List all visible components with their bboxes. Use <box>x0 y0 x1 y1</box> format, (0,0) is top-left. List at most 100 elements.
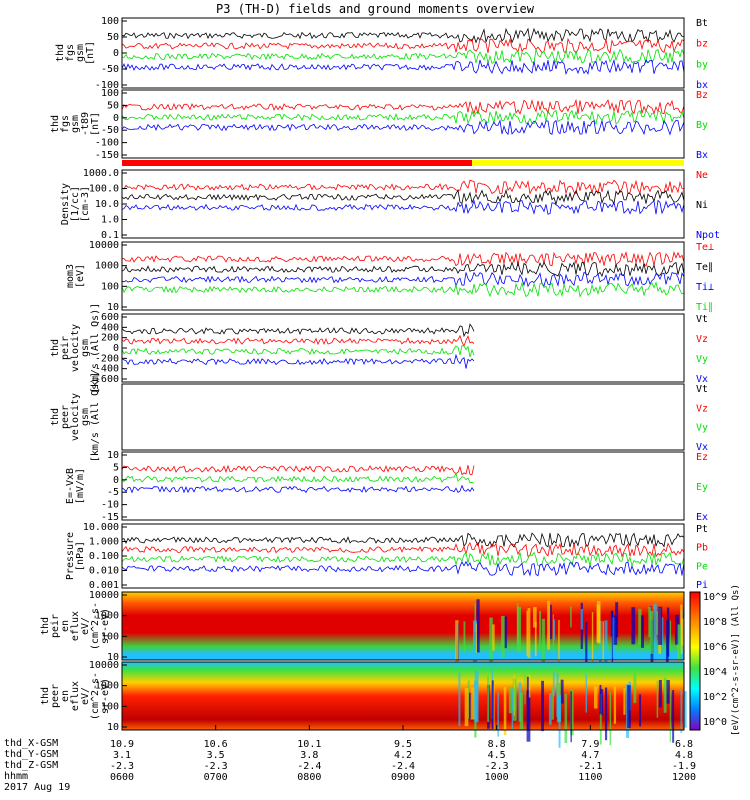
spec-stripe <box>511 688 513 730</box>
footer-row-time: hhmm <box>4 771 29 782</box>
xtick-label-2: -2.3 <box>110 761 134 772</box>
xtick-label-0: 10.6 <box>204 739 228 750</box>
ylabel-line: sr-eV) <box>100 678 111 714</box>
spec-stripe <box>663 677 667 713</box>
ytick-label: -15 <box>101 512 119 523</box>
trace-Pt <box>121 532 685 549</box>
ytick-label: 0 <box>113 48 119 59</box>
spec-stripe <box>656 611 659 635</box>
spec-stripe <box>475 623 477 654</box>
spec-stripe <box>552 671 555 697</box>
ylabel-line: eflux <box>70 681 81 711</box>
legend-By: By <box>696 120 708 131</box>
spec-stripe <box>464 688 469 727</box>
spec-stripe <box>493 685 495 731</box>
ylabel-line: en <box>60 620 71 632</box>
ylabel-line: (cm^2-s- <box>90 602 101 650</box>
ytick-label: 100 <box>101 631 119 642</box>
ytick-label: 10 <box>107 302 119 313</box>
spec-stripe <box>497 692 499 737</box>
ytick-label: 100 <box>101 88 119 99</box>
ylabel-line: [eV] <box>75 264 86 288</box>
spec-stripe <box>682 691 687 728</box>
spec-stripe <box>527 608 531 658</box>
spec-stripe <box>599 684 602 715</box>
spec-stripe <box>594 686 598 709</box>
spec-stripe <box>596 604 601 643</box>
ytick-label: 1000 <box>95 261 119 272</box>
legend-Ey: Ey <box>696 482 708 493</box>
panel-frame <box>121 169 685 239</box>
ytick-label: 10 <box>107 722 119 733</box>
spec-stripe <box>472 620 477 673</box>
legend-Ni: Ni <box>696 200 708 211</box>
ylabel-line: thd <box>50 408 61 426</box>
xtick-label-0: 8.8 <box>488 739 506 750</box>
spec-stripe <box>656 680 659 718</box>
ytick-label: 0.1 <box>101 230 119 241</box>
colorbar-tick: 10^2 <box>703 692 727 703</box>
xtick-label-3: 1100 <box>578 772 602 783</box>
spec-stripe <box>599 620 602 670</box>
ytick-label: 10000 <box>89 240 119 251</box>
ytick-label: 1000 <box>95 681 119 692</box>
spec-stripe <box>638 608 642 646</box>
spec-stripe <box>489 617 493 671</box>
spec-stripe <box>613 615 618 645</box>
legend-Vz: Vz <box>696 403 708 414</box>
trace-Pi <box>121 560 685 577</box>
spec-stripe <box>519 692 524 730</box>
spec-stripe <box>580 608 583 630</box>
colorbar-tick: 10^8 <box>703 617 727 628</box>
trace-Bz <box>121 98 685 115</box>
trace-bz <box>121 37 685 54</box>
ylabel-line: mom3 <box>65 264 76 288</box>
ylabel-line: gsm <box>80 339 91 357</box>
trace-Npot <box>121 199 685 215</box>
spec-stripe <box>570 691 572 743</box>
spec-stripe <box>611 610 614 665</box>
ytick-label: 10 <box>107 450 119 461</box>
spec-stripe <box>474 670 479 723</box>
legend-Pi: Pi <box>696 580 708 591</box>
spec-stripe <box>503 687 507 736</box>
spec-stripe <box>661 617 664 647</box>
spec-stripe <box>604 687 608 741</box>
trace-Ey <box>121 472 475 484</box>
panel-1 <box>121 17 685 89</box>
spec-stripe <box>599 693 602 745</box>
colorbar <box>689 591 701 731</box>
legend-Pe: Pe <box>696 561 708 572</box>
spec-stripe <box>631 607 636 645</box>
xtick-label-2: -1.9 <box>672 761 696 772</box>
spec-stripe <box>680 618 684 646</box>
ylabel-line: fgs <box>60 115 71 133</box>
orbit-footer: thd_X-GSM thd_Y-GSM thd_Z-GSM hhmm 2017 … <box>4 738 70 793</box>
spec-stripe <box>553 619 555 641</box>
mode-bar-fast <box>472 160 684 166</box>
legend-Vy: Vy <box>696 354 708 365</box>
ytick-label: 0 <box>113 343 119 354</box>
trace-Pe <box>121 551 685 568</box>
spec-stripe <box>585 674 588 713</box>
ytick-label: -100 <box>95 80 119 91</box>
ytick-label: 100 <box>101 281 119 292</box>
spec-stripe <box>650 611 653 654</box>
xtick-label-1: 4.8 <box>675 750 693 761</box>
mode-bar-slow <box>122 160 472 166</box>
spec-stripe <box>680 690 683 733</box>
xtick-label-2: -2.1 <box>578 761 602 772</box>
spec-stripe <box>547 600 551 650</box>
spec-stripe <box>467 680 470 719</box>
spec-stripe <box>517 606 521 652</box>
spec-stripe <box>600 689 604 716</box>
spec-stripe <box>648 606 652 638</box>
panel-frame <box>121 241 685 311</box>
ylabel-line: thd <box>40 687 51 705</box>
spec-stripe <box>623 687 626 715</box>
ytick-label: 100 <box>101 16 119 27</box>
xtick-label-3: 1000 <box>485 772 509 783</box>
spec-stripe <box>633 672 637 704</box>
ylabel-line: peer <box>60 405 71 429</box>
